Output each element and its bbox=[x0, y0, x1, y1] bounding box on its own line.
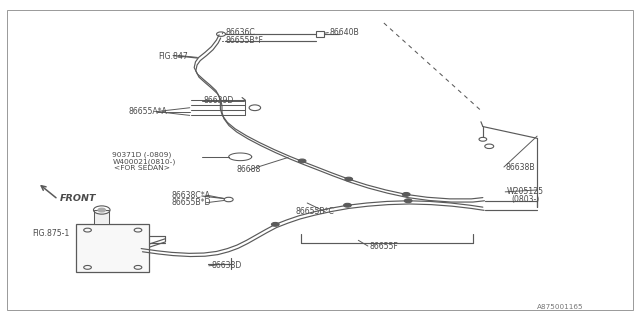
Text: 86655B*D: 86655B*D bbox=[172, 198, 211, 207]
Text: FIG.875-1: FIG.875-1 bbox=[33, 229, 70, 238]
Text: 86655A*A: 86655A*A bbox=[129, 107, 167, 116]
Bar bbox=[94, 210, 109, 224]
Text: 86638B: 86638B bbox=[505, 163, 535, 172]
Circle shape bbox=[345, 177, 353, 181]
Text: 86638D: 86638D bbox=[211, 261, 242, 270]
Circle shape bbox=[403, 193, 410, 196]
Text: A875001165: A875001165 bbox=[537, 304, 584, 309]
Text: 86655F: 86655F bbox=[370, 242, 399, 251]
Text: <FOR SEDAN>: <FOR SEDAN> bbox=[115, 165, 170, 171]
Text: 86655B*F: 86655B*F bbox=[225, 36, 264, 45]
Circle shape bbox=[298, 159, 306, 163]
Text: (0803-): (0803-) bbox=[511, 195, 540, 204]
Circle shape bbox=[344, 203, 351, 207]
Bar bbox=[76, 224, 150, 272]
Text: 86638C*A: 86638C*A bbox=[172, 190, 211, 200]
Text: FRONT: FRONT bbox=[60, 194, 96, 203]
Text: 86655B*C: 86655B*C bbox=[296, 207, 335, 216]
Text: 86640B: 86640B bbox=[330, 28, 359, 37]
Text: 86688: 86688 bbox=[237, 165, 261, 174]
Text: W205125: W205125 bbox=[507, 188, 544, 196]
Circle shape bbox=[98, 208, 106, 212]
Text: FIG.847: FIG.847 bbox=[159, 52, 188, 61]
Circle shape bbox=[271, 222, 279, 226]
Text: 86636C: 86636C bbox=[225, 28, 255, 37]
Text: W400021(0810-): W400021(0810-) bbox=[113, 158, 176, 164]
Circle shape bbox=[404, 199, 412, 203]
Text: 86639D: 86639D bbox=[204, 96, 234, 105]
Text: 90371D (-0809): 90371D (-0809) bbox=[113, 151, 172, 157]
Bar bbox=[316, 31, 324, 37]
